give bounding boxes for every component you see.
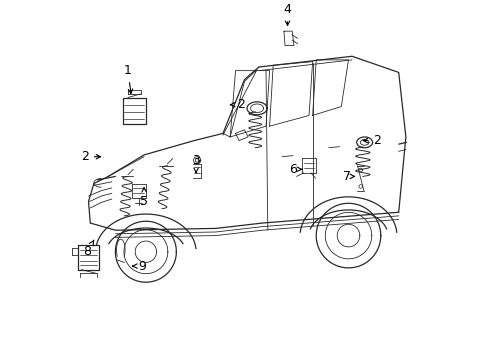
Text: 2: 2: [363, 134, 380, 147]
Text: 5: 5: [140, 188, 148, 208]
Text: 3: 3: [192, 154, 200, 173]
Text: 9: 9: [132, 260, 146, 273]
Text: 4: 4: [283, 3, 291, 25]
Text: 8: 8: [82, 240, 94, 258]
Text: 6: 6: [288, 163, 302, 176]
Text: 7: 7: [342, 170, 354, 183]
Text: 2: 2: [230, 98, 244, 111]
Text: 1: 1: [124, 64, 132, 94]
Text: 2: 2: [81, 150, 101, 163]
